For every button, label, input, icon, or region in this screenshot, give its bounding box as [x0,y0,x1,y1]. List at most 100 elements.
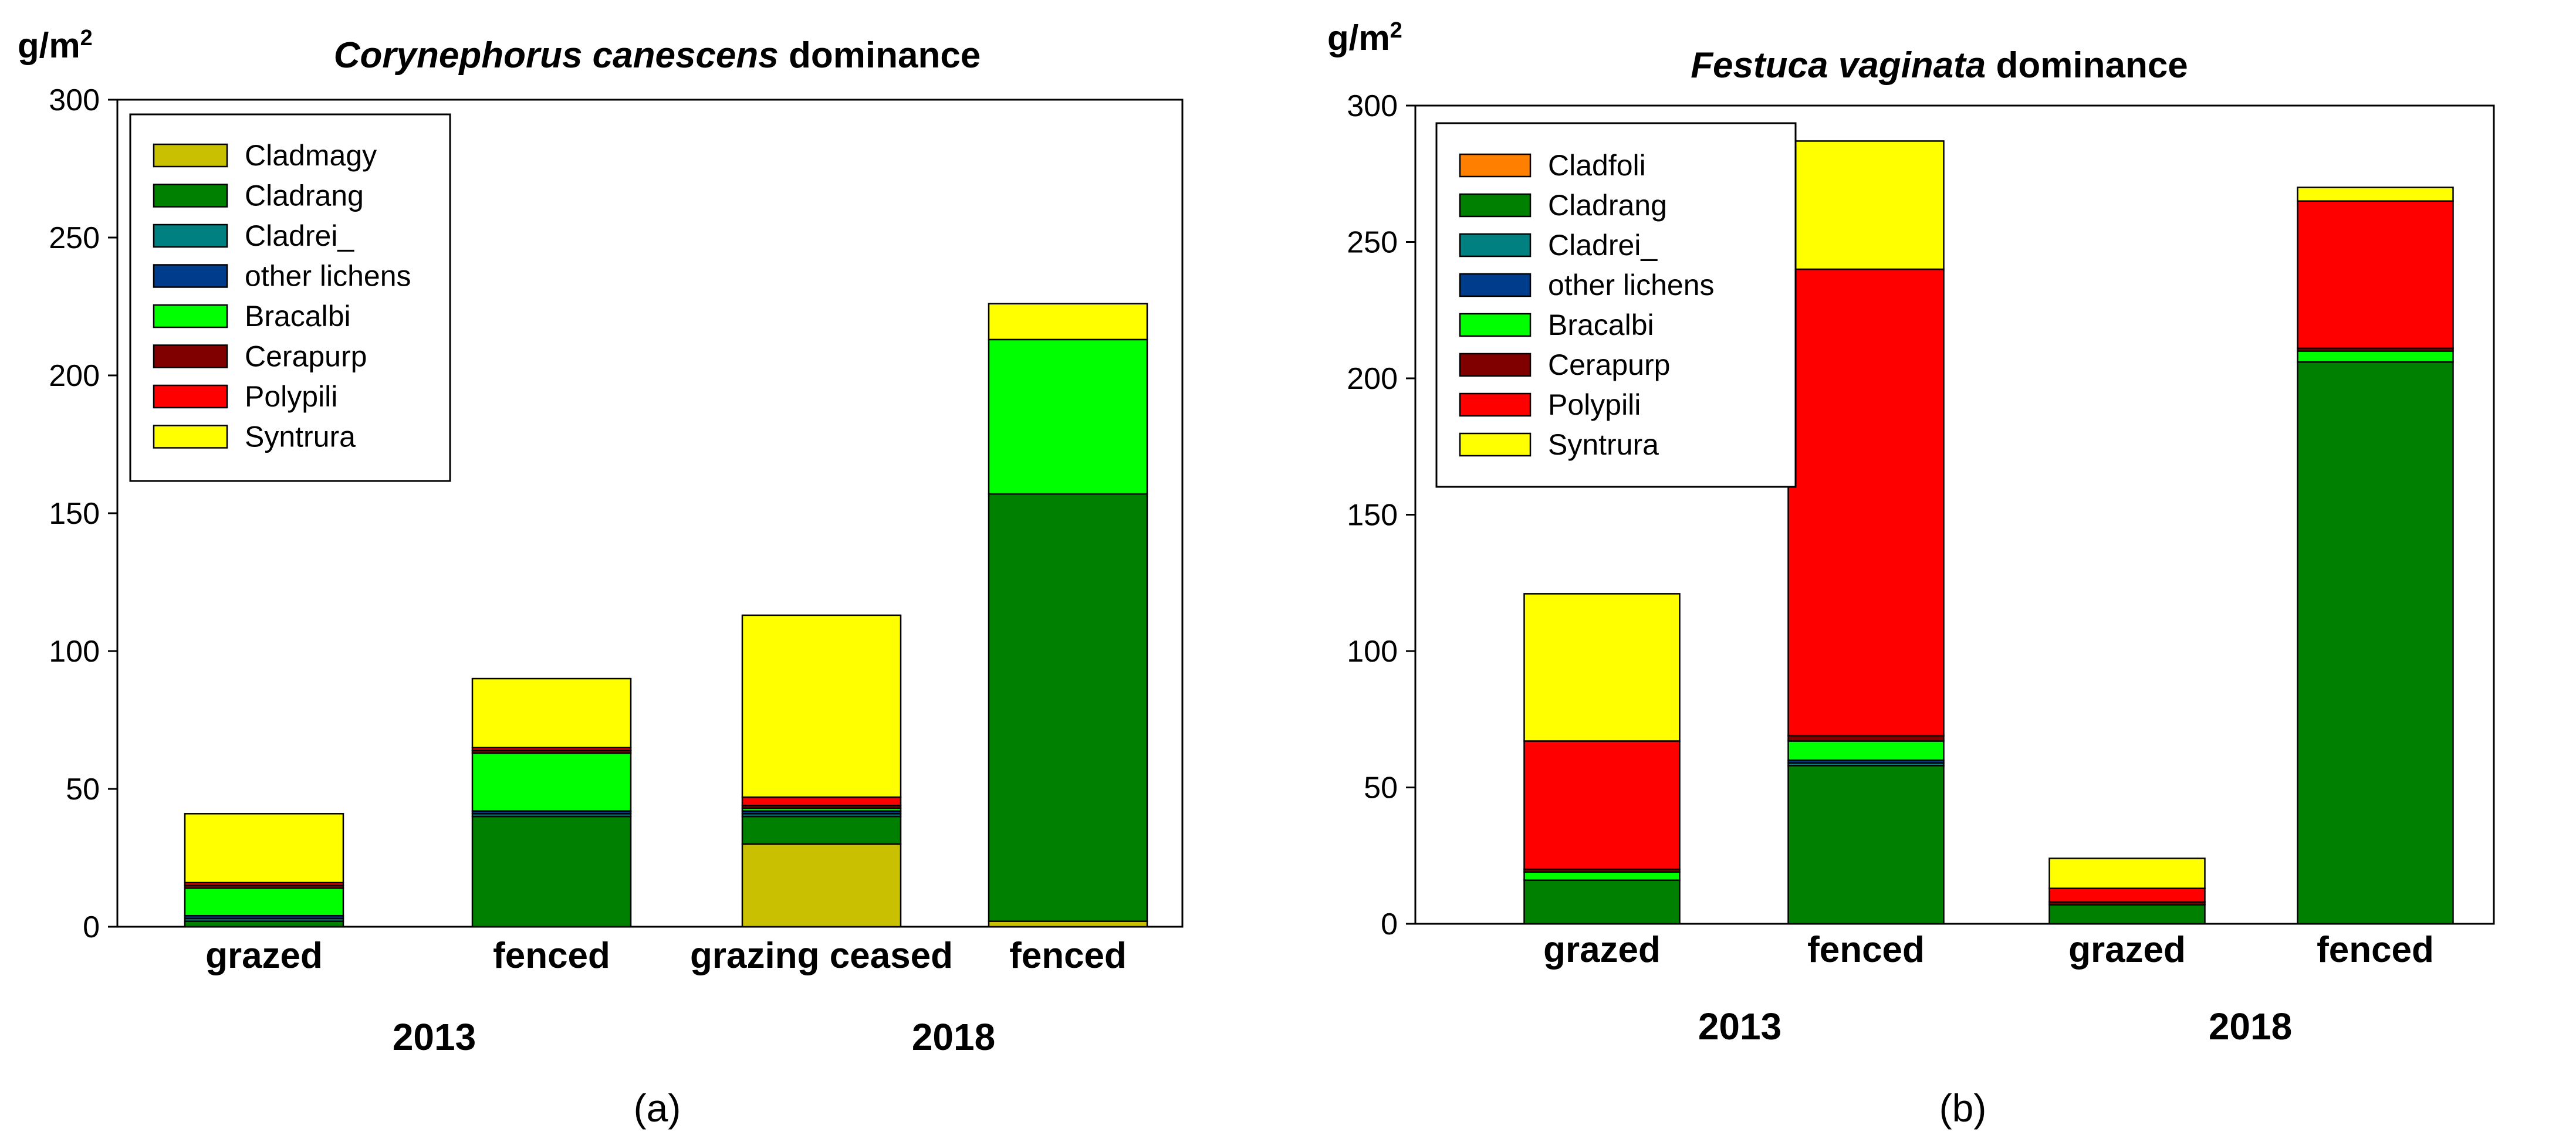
bar-segment [184,887,344,917]
y-tick-label: 200 [49,359,100,393]
x-category-label: fenced [2317,930,2434,970]
legend-swatch [1459,273,1532,297]
bar-segment [1787,268,1945,737]
y-tick-label: 100 [1347,635,1398,669]
x-category-label: fenced [1807,930,1925,970]
plot-area-a: 0 50 100 150 200 250 300 grazed fenced grazing ce… [49,83,1184,1058]
y-tick-label: 150 [1347,499,1398,533]
bar-segment [1787,740,1945,761]
legend-item-label: Cladmagy [245,139,377,172]
bar-segment [2297,187,2454,202]
x-category-label: grazed [205,936,323,976]
legend-item-label: Cladrang [245,179,364,212]
y-unit-label-b: g/m2 [1327,18,1402,57]
x-category-label: fenced [493,936,610,976]
y-tick-label: 300 [49,83,100,117]
legend-swatch [1459,432,1532,457]
panel-b: g/m2 Festuca vaginata dominance 0 50 100 15… [1327,18,2495,1130]
legend-item-label: Cladfoli [1548,149,1646,182]
y-tick-label: 100 [49,635,100,669]
bar-segment [471,815,632,928]
legend-item-label: other lichens [245,260,411,293]
panel-label-b: (b) [1939,1086,1987,1130]
bar-segment [1787,734,1945,742]
x-group-label: 2018 [2209,1005,2292,1048]
y-tick-label: 150 [49,497,100,531]
bar-segment [741,815,902,845]
bar-segment [2048,858,2206,889]
bar-segment [988,493,1148,922]
bar-segment [1523,740,1681,870]
bar-segment [471,752,632,812]
legend-swatch [1459,392,1532,417]
x-category-label: fenced [1009,936,1127,976]
y-tick-label: 200 [1347,362,1398,396]
bar-segment [2297,350,2454,363]
bar-segment [184,920,344,928]
bar-segment [988,303,1148,341]
y-tick-label: 300 [1347,89,1398,123]
legend-box [129,113,451,482]
legend-item-label: Cerapurp [245,340,367,373]
x-group-label: 2013 [1698,1005,1781,1048]
bar-segment [2048,904,2206,925]
y-unit-label-a: g/m2 [18,26,93,65]
bar-segment [2297,361,2454,925]
legend-swatch [1459,153,1532,178]
y-tick-label: 250 [49,221,100,255]
bar-segment [1787,140,1945,270]
bar-segment [1523,593,1681,742]
legend-item-label: other lichens [1548,269,1715,301]
legend-item-label: Polypili [245,380,337,413]
bar-segment [2297,200,2454,350]
legend-b: Cladfoli Cladrang Cladrei_other lichens Bra… [1435,122,1797,488]
bar-segment [1787,765,1945,925]
legend-swatch [153,223,228,248]
panel-label-a: (a) [634,1086,681,1130]
y-tick-label: 0 [83,910,100,944]
legend-swatch [153,304,228,328]
chart-title-b: Festuca vaginata dominance [1691,45,2188,86]
bar-segment [741,843,902,928]
legend-swatch [1459,353,1532,377]
x-group-label: 2018 [912,1016,995,1058]
legend-a: Cladmagy Cladrang Cladrei_other lichens Bra… [129,113,451,482]
bar-segment [471,677,632,748]
chart-title-a: Corynephorus canescens dominance [334,35,981,76]
legend-item-label: Cladrang [1548,189,1667,222]
bar-segment [2048,887,2206,903]
legend-item-label: Cladrei_ [1548,229,1658,262]
y-tick-label: 50 [66,772,100,806]
bar-segment [741,614,902,798]
y-tick-label: 0 [1381,907,1398,941]
legend-item-label: Syntrura [245,421,356,453]
legend-item-label: Bracalbi [245,300,351,333]
x-category-label: grazed [1543,930,1661,970]
legend-swatch [153,344,228,368]
legend-item-label: Polypili [1548,388,1641,421]
bar-segment [1523,871,1681,881]
plot-area-b: 0 50 100 150 200 250 300 grazed fenced grazed fenc… [1347,89,2495,1048]
y-tick-label: 50 [1364,771,1398,805]
legend-swatch [1459,233,1532,257]
legend-swatch [1459,313,1532,337]
legend-item-label: Bracalbi [1548,309,1654,341]
bar-segment [988,338,1148,495]
bar-segment [1523,879,1681,925]
legend-item-label: Cerapurp [1548,348,1670,381]
y-tick-label: 250 [1347,226,1398,260]
legend-swatch [1459,193,1532,218]
legend-box [1435,122,1797,488]
legend-swatch [153,384,228,409]
legend-item-label: Syntrura [1548,428,1659,461]
panel-a: g/m2 Corynephorus canescens dominance 0 5… [18,26,1184,1130]
x-category-label: grazing ceased [690,936,953,976]
legend-swatch [153,264,228,288]
legend-swatch [153,184,228,208]
bar-segment [184,813,344,884]
bar-segment [988,920,1148,928]
legend-swatch [153,425,228,449]
legend-swatch [153,143,228,168]
x-group-label: 2013 [393,1016,476,1058]
